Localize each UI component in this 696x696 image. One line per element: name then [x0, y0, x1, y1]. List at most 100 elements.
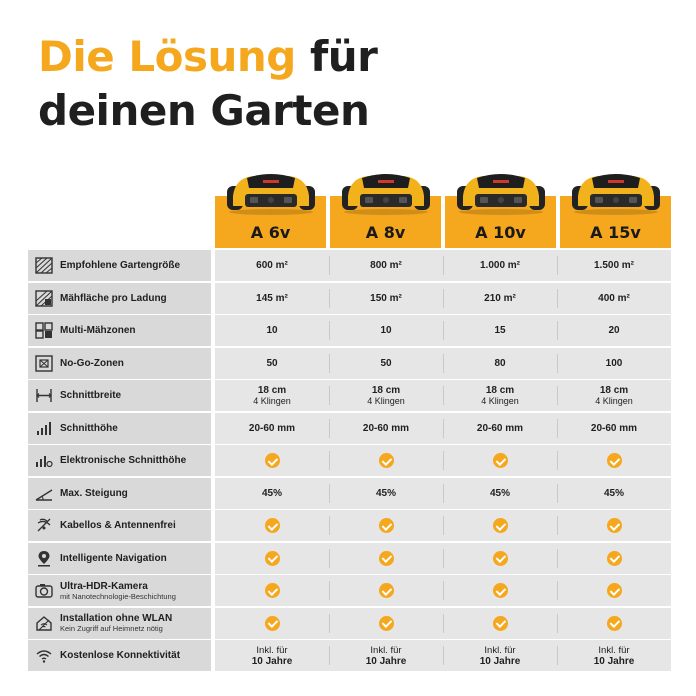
- feature-label: Kabellos & Antennenfrei: [60, 520, 176, 531]
- table-cell: 20: [557, 315, 671, 346]
- column-divider: [557, 646, 558, 665]
- table-cell: 80: [443, 348, 557, 379]
- feature-cell: Intelligente Navigation: [28, 542, 211, 574]
- cell-value: 45%: [261, 487, 282, 499]
- table-cell: 20-60 mm: [443, 413, 557, 444]
- checkmark-icon: [492, 453, 508, 468]
- feature-label: Mähfläche pro Ladung: [60, 292, 167, 304]
- checkmark-icon: [264, 453, 280, 468]
- cell-value: 800 m²: [370, 260, 402, 271]
- cell-value: 100: [605, 357, 623, 369]
- robot-mower-image: [568, 166, 664, 216]
- column-divider: [557, 418, 558, 438]
- checkmark-icon: [606, 615, 622, 631]
- column-divider: [443, 451, 444, 470]
- table-row: Mähfläche pro Ladung 145 m² 150 m² 210 m² 4…: [28, 282, 671, 314]
- headline-accent: Die Lösung: [38, 32, 296, 81]
- column-divider: [443, 386, 444, 405]
- table-cell: 145 m²: [215, 283, 329, 314]
- table-cell: [329, 608, 443, 639]
- value-cells: [215, 510, 671, 541]
- table-cell: 18 cm 4 Klingen: [215, 380, 329, 411]
- table-cell: 1.500 m²: [557, 250, 671, 281]
- table-cell: [329, 575, 443, 606]
- column-divider: [329, 288, 330, 308]
- cell-prefix: Inkl. für: [256, 644, 288, 656]
- checkmark-icon: [264, 615, 280, 631]
- table-cell: 150 m²: [329, 283, 443, 314]
- table-cell: 50: [329, 348, 443, 379]
- table-cell: Inkl. für 10 Jahre: [215, 640, 329, 671]
- table-cell: [557, 575, 671, 606]
- table-row: Kostenlose Konnektivität Inkl. für 10 Jah…: [28, 640, 671, 671]
- value-cells: Inkl. für 10 Jahre Inkl. für 10 Jahre Inkl. …: [215, 640, 671, 671]
- column-divider: [443, 256, 444, 275]
- table-cell: 50: [215, 348, 329, 379]
- column-divider: [443, 288, 444, 308]
- feature-label: Elektronische Schnitthöhe: [60, 455, 187, 466]
- table-row: Ultra-HDR-Kamera mit Nanotechnologie-Besc…: [28, 575, 671, 606]
- table-cell: [329, 445, 443, 476]
- model-name: A 15v: [590, 223, 641, 242]
- table-cell: 1.000 m²: [443, 250, 557, 281]
- table-cell: [215, 575, 329, 606]
- table-cell: 18 cm 4 Klingen: [329, 380, 443, 411]
- column-divider: [443, 613, 444, 633]
- table-cell: 15: [443, 315, 557, 346]
- table-cell: [443, 608, 557, 639]
- checkmark-icon: [492, 583, 508, 598]
- table-cell: 45%: [557, 478, 671, 509]
- column-divider: [557, 386, 558, 405]
- cell-value: 10: [380, 325, 392, 336]
- robot-mower-image: [338, 166, 434, 216]
- checkmark-icon: [606, 583, 622, 598]
- cell-subvalue: 4 Klingen: [253, 395, 291, 406]
- robot-mower-image: [453, 166, 549, 216]
- feature-cell: Max. Steigung: [28, 477, 211, 509]
- cell-value: 20: [608, 325, 620, 336]
- column-divider: [557, 581, 558, 600]
- feature-cell: Ultra-HDR-Kamera mit Nanotechnologie-Besc…: [28, 575, 211, 606]
- cutting-height-icon: [35, 420, 53, 437]
- table-cell: 45%: [443, 478, 557, 509]
- wireless-icon: [35, 517, 53, 534]
- feature-cell: Schnittbreite: [28, 380, 211, 411]
- feature-label: Kostenlose Konnektivität: [60, 650, 181, 661]
- column-divider: [443, 353, 444, 373]
- cell-prefix: Inkl. für: [484, 644, 516, 656]
- column-divider: [443, 321, 444, 340]
- cell-value: 10 Jahre: [365, 655, 407, 667]
- table-cell: [215, 510, 329, 541]
- value-cells: 18 cm 4 Klingen 18 cm 4 Klingen 18 cm 4 Kling…: [215, 380, 671, 411]
- table-cell: 800 m²: [329, 250, 443, 281]
- model-column-4: A 15v: [560, 162, 671, 248]
- cell-value: 18 cm: [371, 384, 401, 396]
- table-row: Schnittbreite 18 cm 4 Klingen 18 cm 4 Kling…: [28, 380, 671, 411]
- table-cell: 10: [329, 315, 443, 346]
- column-divider: [329, 353, 330, 373]
- cell-value: 150 m²: [370, 292, 402, 304]
- electronic-height-icon: [35, 452, 53, 469]
- table-cell: 18 cm 4 Klingen: [443, 380, 557, 411]
- cell-subvalue: 4 Klingen: [595, 395, 633, 406]
- feature-cell: Kostenlose Konnektivität: [28, 640, 211, 671]
- table-cell: 45%: [329, 478, 443, 509]
- checkmark-icon: [264, 583, 280, 598]
- feature-cell: Schnitthöhe: [28, 412, 211, 444]
- table-cell: 45%: [215, 478, 329, 509]
- model-name: A 10v: [475, 223, 526, 242]
- table-cell: [557, 445, 671, 476]
- checkmark-icon: [264, 518, 280, 533]
- value-cells: 600 m² 800 m² 1.000 m² 1.500 m²: [215, 250, 671, 281]
- cell-prefix: Inkl. für: [598, 644, 630, 656]
- feature-cell: Elektronische Schnitthöhe: [28, 445, 211, 476]
- column-divider: [329, 613, 330, 633]
- column-divider: [329, 548, 330, 568]
- cell-value: 20-60 mm: [248, 422, 296, 434]
- value-cells: [215, 542, 671, 574]
- column-divider: [557, 451, 558, 470]
- column-divider: [557, 483, 558, 503]
- slope-icon: [35, 485, 53, 502]
- cell-value: 80: [494, 357, 506, 369]
- feature-cell: Multi-Mähzonen: [28, 315, 211, 346]
